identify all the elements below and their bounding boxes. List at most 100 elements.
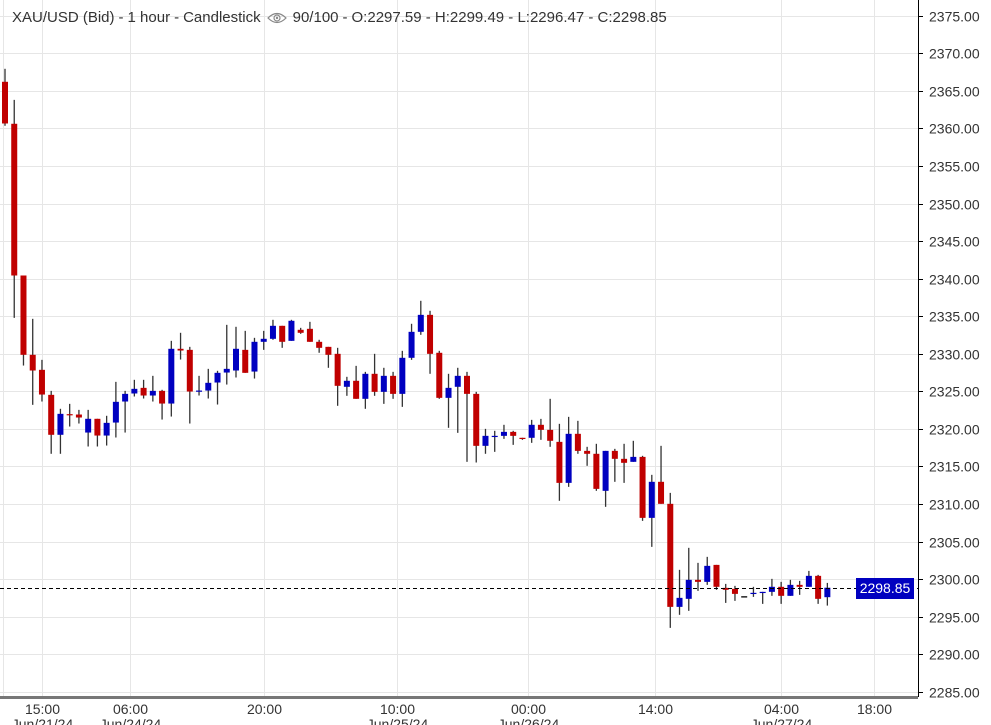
candle <box>260 330 267 350</box>
candle <box>223 324 230 385</box>
candle <box>528 419 535 443</box>
candle <box>11 99 18 318</box>
candle-body-down <box>371 373 378 392</box>
candle <box>731 585 738 601</box>
candle <box>685 547 692 611</box>
candle <box>722 583 729 603</box>
candle <box>353 365 360 399</box>
candle-body-down <box>427 314 434 354</box>
candle <box>787 579 794 596</box>
candle <box>214 370 221 405</box>
candle-body-down <box>621 458 628 463</box>
candle-body-down <box>547 429 554 441</box>
candle-body-up <box>223 368 230 373</box>
price-axis[interactable]: 2285.00 2290.00 2295.00 2300.00 2305.00 2310.… <box>918 9 980 701</box>
candle <box>417 300 424 335</box>
candle-body-down <box>537 424 544 430</box>
candle <box>334 347 341 406</box>
candle <box>85 409 92 447</box>
candle <box>57 408 64 454</box>
candle-body-down <box>796 584 803 587</box>
candle-body-down <box>722 587 729 590</box>
candle-body-down <box>510 431 517 436</box>
candle-body-up <box>362 373 369 399</box>
candle <box>297 327 304 334</box>
y-tick-label: 2345.00 <box>929 234 980 250</box>
candle-body-down <box>519 437 526 440</box>
candle <box>427 310 434 374</box>
candle-body-up <box>676 597 683 607</box>
x-tick-time: 14:00 <box>638 701 673 717</box>
candle <box>306 321 313 342</box>
candle-body-up <box>57 413 64 435</box>
candle <box>500 424 507 439</box>
candle-body-up <box>260 338 267 342</box>
candle <box>695 562 701 591</box>
x-tick-date: Jun/25/24 <box>367 716 429 725</box>
candle <box>510 430 517 445</box>
candle <box>658 445 665 504</box>
eye-icon[interactable] <box>266 12 287 24</box>
candle <box>759 591 766 604</box>
candle <box>2 68 8 126</box>
y-tick-label: 2365.00 <box>929 84 980 100</box>
x-tick-date: Jun/27/24 <box>751 716 813 725</box>
candle-count: 90/100 <box>292 9 339 26</box>
x-tick-time: 18:00 <box>857 701 892 717</box>
candle <box>399 350 406 407</box>
candle <box>621 443 628 483</box>
y-tick-label: 2300.00 <box>929 572 980 588</box>
y-tick-label: 2310.00 <box>929 497 980 513</box>
candle <box>149 375 156 402</box>
candle <box>325 346 332 368</box>
candle <box>796 580 803 595</box>
candle-body-down <box>584 450 591 454</box>
candle <box>103 415 110 446</box>
candle-body-up <box>528 424 535 438</box>
x-tick-time: 15:00 <box>25 701 60 717</box>
candle <box>122 390 129 433</box>
x-tick-time: 00:00 <box>511 701 546 717</box>
candle-body-up <box>500 431 507 436</box>
grid <box>0 0 918 697</box>
candle <box>140 379 147 399</box>
candle-body-up <box>648 481 655 518</box>
candle-body-down <box>325 346 332 355</box>
candle <box>768 578 775 596</box>
candle-body-down <box>658 481 665 504</box>
candle <box>584 446 591 466</box>
candle <box>242 330 249 373</box>
candle-body-up <box>196 390 203 392</box>
candle <box>251 337 258 379</box>
last-price-label: 2298.85 <box>856 577 914 599</box>
x-tick-date: Jun/24/24 <box>100 716 162 725</box>
candle-body-up <box>399 357 406 394</box>
candle <box>168 340 175 417</box>
candle-body-up <box>214 372 221 383</box>
y-tick-label: 2375.00 <box>929 9 980 25</box>
candle-body-up <box>149 390 156 396</box>
candle <box>279 325 286 348</box>
candle-body-up <box>103 422 110 436</box>
candle <box>112 381 119 438</box>
candle <box>602 450 609 507</box>
candle <box>205 368 212 399</box>
candle <box>667 492 674 628</box>
candle-body-up <box>750 592 757 595</box>
candle-body-up <box>602 450 609 491</box>
candle <box>316 339 323 353</box>
y-tick-label: 2355.00 <box>929 159 980 175</box>
candle <box>778 581 785 604</box>
interval: 1 hour <box>127 9 171 26</box>
candle <box>66 403 73 427</box>
candle-body-up <box>85 418 92 433</box>
candle <box>38 359 45 402</box>
candle-body-down <box>639 456 646 518</box>
candle <box>556 423 563 501</box>
candle-body-up <box>168 348 175 404</box>
candle <box>574 420 581 454</box>
candle-body-down <box>297 329 304 333</box>
candle <box>454 367 461 433</box>
